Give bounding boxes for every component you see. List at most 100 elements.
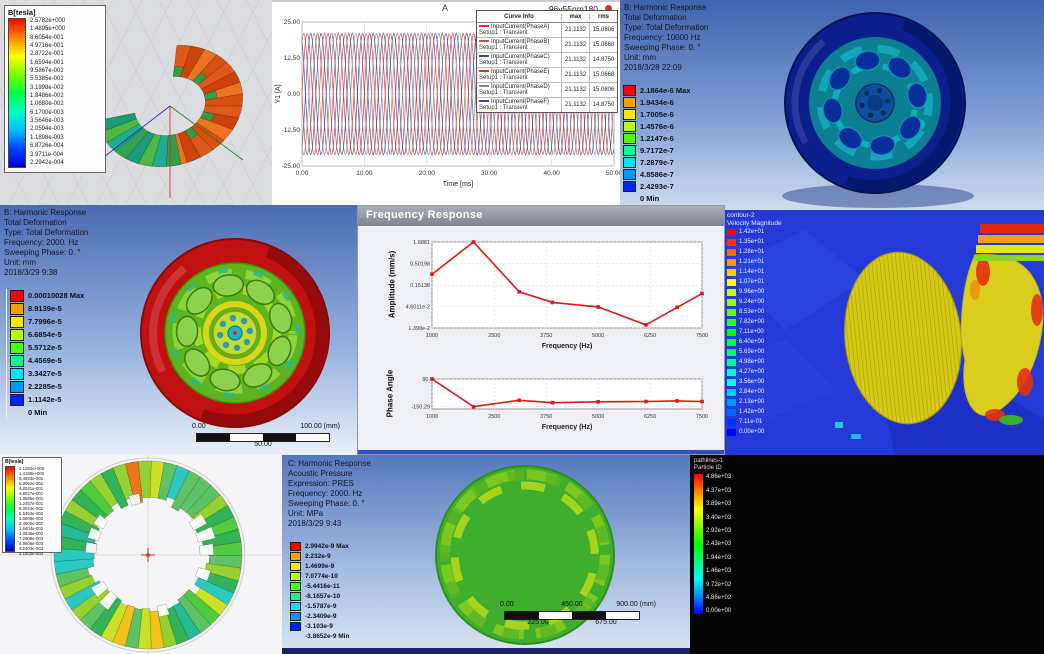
legend-color-cell [290, 601, 301, 611]
legend-value: 7.11e-01 [739, 419, 763, 426]
velocity-contour-scene [725, 210, 1044, 455]
acoustic-disc-plot [435, 465, 615, 645]
legend-value: 2.2285e-5 [28, 382, 62, 391]
legend-color-cell [727, 348, 736, 356]
curve-max: 21.1132 [561, 68, 589, 82]
legend-title-line1: pathlines-1 [694, 458, 724, 464]
legend-color-cell [623, 120, 636, 132]
legend-value: 1.28e+01 [739, 249, 765, 256]
legend-row: 0.00e+00 [727, 427, 782, 437]
svg-text:40.00: 40.00 [543, 170, 560, 177]
legend-value: 1.42e+00 [739, 409, 765, 416]
legend-color-cell [727, 398, 736, 406]
legend-value: 1.14e+01 [739, 269, 765, 276]
svg-text:Time [ms]: Time [ms] [443, 181, 474, 188]
curve-name-cell: InputCurrent(PhaseA) Setup1 : Transient [477, 23, 561, 37]
model-label: 96v55nm180 [548, 4, 598, 14]
legend-value: 3.40e+03 [706, 514, 732, 521]
legend-color-cell [290, 551, 301, 561]
torus-flux-plot [97, 45, 244, 198]
legend-value: 1.1898e-003 [30, 134, 64, 141]
svg-text:-150.29: -150.29 [411, 405, 430, 411]
scale-bar-graphic [196, 433, 330, 442]
svg-text:20.00: 20.00 [419, 170, 436, 177]
curve-name: InputCurrent(PhaseE) [491, 69, 550, 75]
curve-max: 21.1132 [561, 83, 589, 97]
legend-value: 4.4569e-5 [28, 356, 62, 365]
window-title: Frequency Response [366, 209, 483, 221]
legend-value: 0 Min [640, 193, 660, 203]
svg-text:1.6881: 1.6881 [413, 240, 430, 246]
legend-color-cell [727, 238, 736, 246]
legend-value: 1.9434e-6 [640, 97, 674, 107]
legend-row: -8.1657e-10 [290, 591, 349, 601]
scale-bar: 0.00 450.00 900.00 (mm) 225.00 675.00 [500, 601, 656, 626]
legend-values: 2.1283e+000 1.4189e+000 9.4593e-001 6.3062e… [19, 466, 45, 556]
legend-value: 8.3044e-002 [19, 506, 44, 511]
legend-value: 1.4895e+000 [30, 26, 66, 33]
info-line: C: Harmonic Response [288, 459, 371, 468]
legend-row: -5.4416e-11 [290, 581, 349, 591]
legend-value: 4.8586e-7 [640, 169, 674, 179]
legend-value: -1.5787e-9 [305, 602, 337, 610]
svg-text:2500: 2500 [488, 414, 500, 420]
legend-value: 1.4699e-9 [305, 562, 335, 570]
legend-value: -2.3409e-9 [305, 612, 337, 620]
legend-value: 9.72e+02 [706, 581, 732, 588]
design-label: A [442, 3, 449, 13]
legend-row: 4.98e+00 [727, 357, 782, 367]
legend-value: 3.56e+00 [739, 379, 765, 386]
legend-row: 5.69e+00 [727, 347, 782, 357]
scale-label-100: 100.00 (mm) [300, 423, 340, 430]
info-line: B: Harmonic Response [4, 208, 87, 217]
legend-value: 1.6594e-001 [30, 59, 64, 66]
legend-value: 8.53e+00 [739, 309, 765, 316]
legend-value: 3.9711e-004 [30, 151, 64, 158]
legend-value: -8.1657e-10 [305, 592, 341, 600]
info-line: Type: Total Deformation [4, 228, 89, 237]
legend-row: 9.96e+00 [727, 287, 782, 297]
pathlines-scene [690, 455, 1044, 654]
info-line: Unit: MPa [288, 509, 324, 518]
curve-name: InputCurrent(PhaseA) [491, 24, 550, 30]
scale-label-450: 450.00 [561, 601, 583, 608]
legend-row: 7.82e+00 [727, 317, 782, 327]
legend-value: 4.2041e-001 [19, 486, 44, 491]
info-line: Total Deformation [4, 218, 67, 227]
svg-text:30.00: 30.00 [481, 170, 498, 177]
curve-rms: 15.0806 [589, 23, 617, 37]
flux-colorbar-legend: B[tesla] 2.1283e+000 1.4189e+000 9.4593e-0… [2, 457, 62, 556]
legend-value: 1.4576e-6 [640, 121, 674, 131]
legend-color-cell [727, 378, 736, 386]
svg-text:1000: 1000 [426, 333, 438, 339]
legend-color-cell [290, 541, 301, 551]
legend-row: 2.1864e-6 Max [623, 84, 690, 96]
legend-value: 0.00e+00 [706, 608, 732, 615]
curve-name: InputCurrent(PhaseB) [491, 39, 550, 45]
legend-value: 2.0594e-003 [30, 126, 64, 133]
info-line: 2018/3/28 22:09 [624, 63, 682, 72]
legend-color-cell [727, 408, 736, 416]
legend-value: 2.8722e-001 [30, 51, 64, 58]
curve-max: 21.1132 [561, 38, 589, 52]
legend-color-cell [10, 328, 24, 341]
legend-value: 4.8606e-003 [19, 541, 44, 546]
legend-value: 2.4606e-002 [19, 521, 44, 526]
info-line: Unit: mm [624, 53, 656, 62]
legend-row: 2.13e+00 [727, 397, 782, 407]
info-line: Frequency: 2000. Hz [288, 489, 363, 498]
window-title-bar[interactable]: Frequency Response [358, 206, 724, 226]
legend-value: 1.4189e+000 [19, 471, 45, 476]
info-line: Expression: PRES [288, 479, 354, 488]
scale-label-50: 50.00 [254, 441, 272, 448]
legend-value: 1.6404e-002 [19, 526, 44, 531]
legend-rows: 1.42e+01 1.35e+01 1.28e+01 1.21e [727, 227, 782, 437]
curve-row: InputCurrent(PhaseF) Setup1 : Transient 2… [477, 98, 617, 112]
curve-row: InputCurrent(PhaseD) Setup1 : Transient 2… [477, 83, 617, 98]
legend-value: 4.86e+03 [706, 474, 732, 481]
legend-value: 1.46e+03 [706, 568, 732, 575]
legend-color-cell [727, 308, 736, 316]
legend-title-line1: contour-2 [727, 212, 755, 219]
legend-value: 1.7005e-6 [640, 109, 674, 119]
